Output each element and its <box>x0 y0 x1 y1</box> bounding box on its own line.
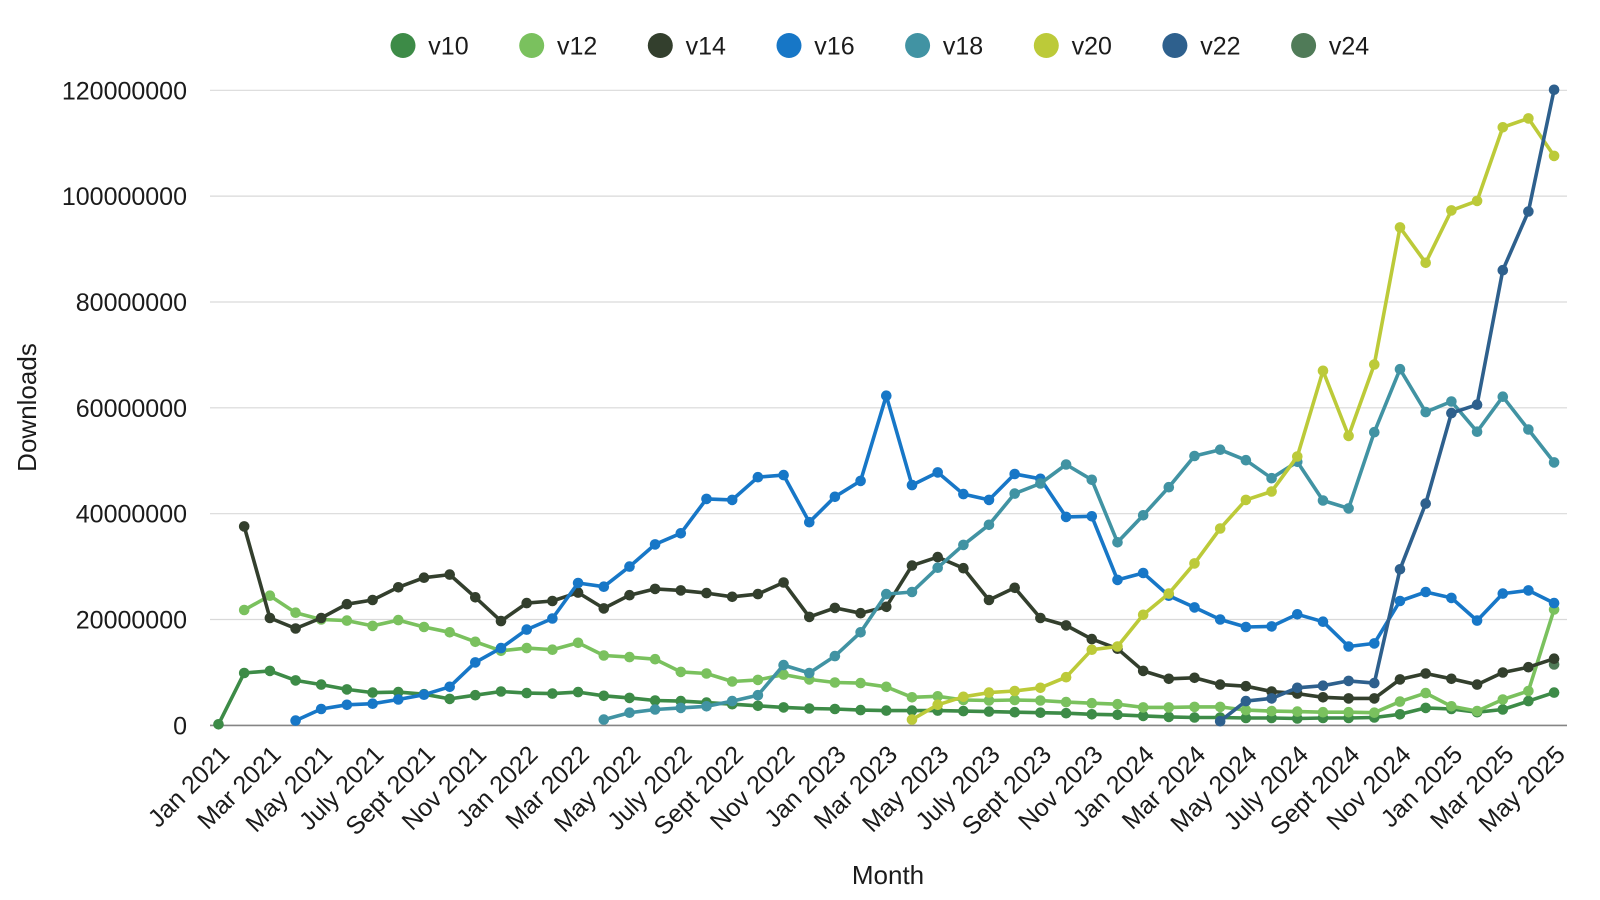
svg-text:Month: Month <box>852 860 924 890</box>
svg-text:40000000: 40000000 <box>76 501 187 529</box>
svg-text:v14: v14 <box>686 33 726 61</box>
svg-text:v12: v12 <box>557 33 597 61</box>
svg-text:v18: v18 <box>943 33 983 61</box>
svg-text:v20: v20 <box>1072 33 1112 61</box>
svg-text:0: 0 <box>173 712 187 740</box>
svg-text:60000000: 60000000 <box>76 395 187 423</box>
svg-text:100000000: 100000000 <box>62 183 187 211</box>
svg-text:120000000: 120000000 <box>62 77 187 105</box>
svg-text:80000000: 80000000 <box>76 289 187 317</box>
svg-text:Downloads: Downloads <box>12 343 42 472</box>
svg-text:20000000: 20000000 <box>76 607 187 635</box>
svg-text:v16: v16 <box>814 33 854 61</box>
svg-text:v10: v10 <box>428 33 468 61</box>
svg-text:v24: v24 <box>1329 33 1369 61</box>
svg-text:v22: v22 <box>1200 33 1240 61</box>
